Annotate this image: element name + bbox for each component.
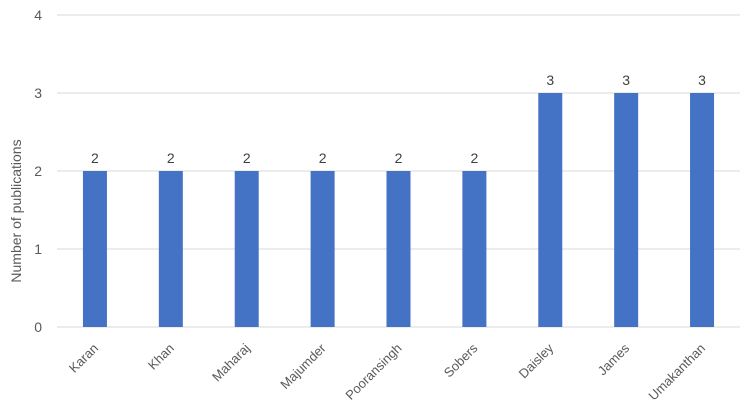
x-tick-label: Umakanthan bbox=[645, 341, 708, 404]
data-label: 3 bbox=[698, 72, 706, 88]
x-tick-label: Pooransingh bbox=[342, 341, 404, 403]
x-tick-label: Majumder bbox=[277, 340, 329, 392]
y-tick-label: 1 bbox=[34, 241, 42, 257]
bar-karan bbox=[82, 171, 107, 327]
x-tick-label: Karan bbox=[66, 341, 101, 376]
y-axis-ticks: 0 1 2 3 4 bbox=[34, 7, 42, 335]
y-tick-label: 3 bbox=[34, 85, 42, 101]
x-tick-label: Daisley bbox=[516, 340, 557, 381]
data-labels: 2 2 2 2 2 2 3 3 3 bbox=[91, 72, 706, 166]
data-label: 2 bbox=[91, 150, 99, 166]
x-tick-label: James bbox=[595, 340, 633, 378]
bars bbox=[82, 93, 715, 327]
y-axis-label: Number of publications bbox=[8, 139, 24, 282]
data-label: 2 bbox=[470, 150, 478, 166]
x-tick-label: Sobers bbox=[441, 340, 481, 380]
bar-khan bbox=[158, 171, 183, 327]
y-tick-label: 2 bbox=[34, 163, 42, 179]
data-label: 3 bbox=[622, 72, 630, 88]
data-label: 2 bbox=[395, 150, 403, 166]
bar-majumder bbox=[310, 171, 335, 327]
x-tick-label: Maharaj bbox=[209, 340, 253, 384]
y-tick-label: 4 bbox=[34, 7, 42, 23]
bar-umakanthan bbox=[690, 93, 715, 327]
data-label: 2 bbox=[319, 150, 327, 166]
data-label: 2 bbox=[167, 150, 175, 166]
bar-pooransingh bbox=[386, 171, 411, 327]
data-label: 2 bbox=[243, 150, 251, 166]
x-tick-label: Khan bbox=[145, 341, 177, 373]
y-tick-label: 0 bbox=[34, 319, 42, 335]
bar-daisley bbox=[538, 93, 563, 327]
x-axis-ticks: Karan Khan Maharaj Majumder Pooransingh Sober… bbox=[66, 340, 708, 403]
data-label: 3 bbox=[546, 72, 554, 88]
bar-james bbox=[614, 93, 639, 327]
bar-maharaj bbox=[234, 171, 259, 327]
bar-sobers bbox=[462, 171, 487, 327]
